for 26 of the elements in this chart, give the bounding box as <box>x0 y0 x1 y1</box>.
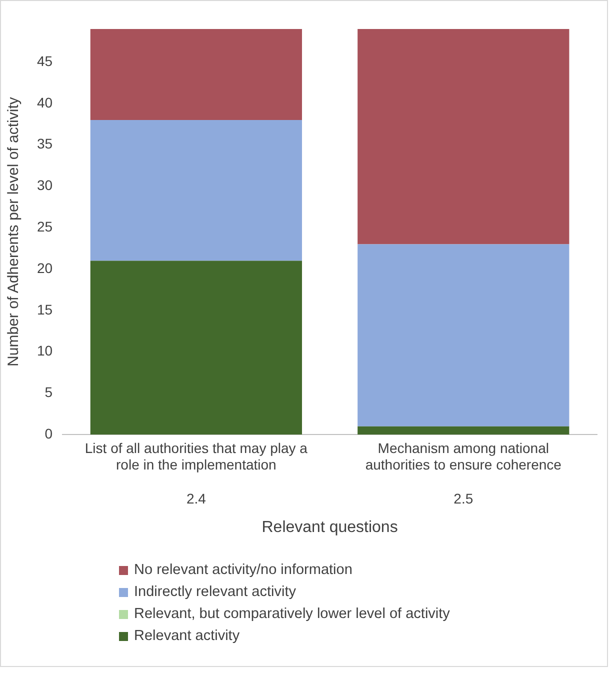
x-tick-label: Mechanism among national authorities to ensure coherence <box>365 440 562 473</box>
y-tick-label: 30 <box>36 177 53 194</box>
y-tick-label: 5 <box>44 384 53 400</box>
bar <box>358 426 570 435</box>
y-tick-label: 40 <box>36 94 53 110</box>
legend-label: Relevant activity <box>134 628 240 644</box>
y-tick-label: 15 <box>36 301 53 318</box>
y-tick-label: 20 <box>36 260 53 276</box>
text: 2.4 <box>186 490 206 506</box>
legend-label: No relevant activity/no information <box>134 562 352 578</box>
bar <box>90 260 302 435</box>
bar <box>90 120 302 261</box>
y-tick-label: 10 <box>36 342 53 359</box>
y-tick-label: 35 <box>36 136 53 152</box>
bar <box>358 29 570 244</box>
bar <box>90 29 302 120</box>
x-axis-title: Relevant questions <box>262 518 398 536</box>
y-tick-label: 0 <box>44 425 53 442</box>
x-tick-label: List of all authorities that may play a role in the implementation <box>84 440 308 473</box>
bar <box>358 244 570 426</box>
legend-label: Relevant, but comparatively lower level of activity <box>134 606 450 622</box>
y-axis-title: Number of Adherents per level of activity <box>5 96 22 366</box>
text: 2.5 <box>454 490 474 506</box>
y-tick-label: 45 <box>36 52 53 69</box>
legend-label: Indirectly relevant activity <box>134 584 296 600</box>
y-tick-label: 25 <box>36 218 53 235</box>
